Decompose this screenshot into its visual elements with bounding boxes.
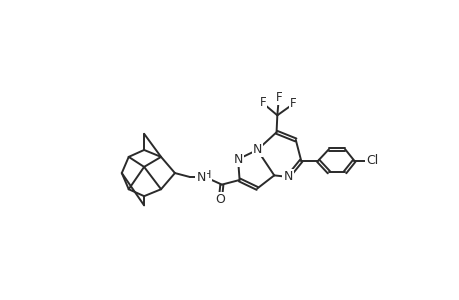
Text: H: H — [202, 170, 211, 180]
Text: O: O — [215, 193, 225, 206]
Text: N: N — [233, 153, 242, 166]
Text: N: N — [283, 170, 292, 183]
Text: F: F — [259, 97, 265, 110]
Text: F: F — [275, 91, 281, 104]
Text: F: F — [290, 97, 296, 110]
Text: N: N — [252, 143, 262, 157]
Text: Cl: Cl — [365, 154, 377, 167]
Text: N: N — [196, 171, 205, 184]
